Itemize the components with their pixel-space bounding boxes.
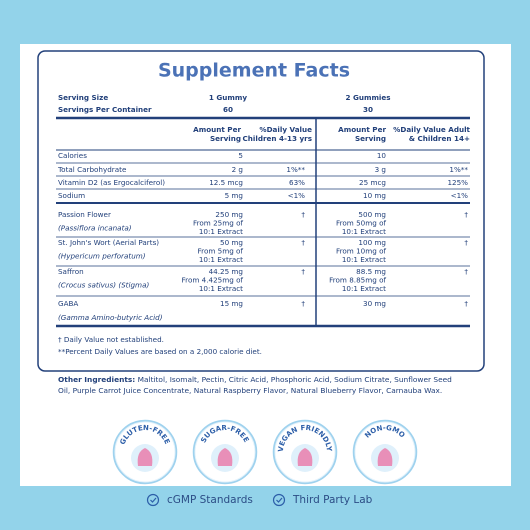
nutrient-name: Sodium <box>58 191 85 200</box>
amount: 500 mg <box>358 210 386 219</box>
amount: 25 mcg <box>359 178 386 187</box>
daily-value: 1%** <box>286 165 305 174</box>
column-header: Amount Per <box>338 125 386 134</box>
amount: 5 mg <box>225 191 243 200</box>
amount: From 5mg of <box>198 247 244 256</box>
amount: From 8.85mg of <box>329 276 386 285</box>
amount: 5 <box>238 151 243 160</box>
footnote: **Percent Daily Values are based on a 2,… <box>58 347 262 356</box>
daily-value: † <box>301 238 305 247</box>
check-icon <box>146 493 160 507</box>
check-mark <box>150 497 157 503</box>
daily-value: † <box>464 299 468 308</box>
ingredients: Other Ingredients: Maltitol, Isomalt, Pe… <box>58 375 452 384</box>
facts-box <box>37 50 485 372</box>
amount: 10:1 Extract <box>199 284 243 293</box>
daily-value: † <box>301 267 305 276</box>
badge-icon <box>377 448 393 466</box>
amount: 3 g <box>375 165 386 174</box>
badge-icon <box>217 448 233 466</box>
amount: 10:1 Extract <box>342 227 386 236</box>
amount: 10 <box>377 151 387 160</box>
amount: 50 mg <box>220 238 243 247</box>
column-header: Amount Per <box>193 125 241 134</box>
badge-icon <box>297 448 313 466</box>
daily-value: <1% <box>288 191 306 200</box>
amount: 88.5 mg <box>356 267 386 276</box>
column-header: Serving <box>210 134 241 143</box>
servings-1: 60 <box>223 105 233 114</box>
daily-value: † <box>464 238 468 247</box>
amount: 10 mg <box>363 191 386 200</box>
nutrient-name: St. John's Wort (Aerial Parts) <box>58 238 159 247</box>
serving-size-2: 2 Gummies <box>345 93 390 102</box>
badge-inner <box>194 421 256 483</box>
amount: 30 mg <box>363 299 386 308</box>
serving-size-1: 1 Gummy <box>209 93 247 102</box>
certification: Third Party Lab <box>292 494 373 506</box>
daily-value: † <box>301 299 305 308</box>
daily-value: † <box>301 210 305 219</box>
nutrient-name: (Gamma Amino-butyric Acid) <box>58 313 163 322</box>
amount: 2 g <box>232 165 243 174</box>
daily-value: † <box>464 267 468 276</box>
nutrient-name: Calories <box>58 151 87 160</box>
check-mark <box>276 497 283 503</box>
serving-size-label: Serving Size <box>58 93 108 102</box>
amount: 10:1 Extract <box>342 255 386 264</box>
nutrient-name: (Crocus sativus) (Stigma) <box>58 281 149 290</box>
amount: 10:1 Extract <box>342 284 386 293</box>
column-header: Serving <box>355 134 386 143</box>
column-header: Children 4-13 yrs <box>243 134 313 143</box>
badge-inner <box>114 421 176 483</box>
nutrient-name: (Passiflora incanata) <box>58 224 132 233</box>
check-icon <box>272 493 286 507</box>
badge-inner <box>274 421 336 483</box>
ingredients-label: Other Ingredients: <box>58 375 135 384</box>
nutrient-name: GABA <box>58 299 78 308</box>
daily-value: † <box>464 210 468 219</box>
badge-inner <box>354 421 416 483</box>
daily-value: 125% <box>447 178 468 187</box>
daily-value: 1%** <box>449 165 468 174</box>
amount: From 4.425mg of <box>182 276 244 285</box>
amount: 12.5 mcg <box>209 178 243 187</box>
title: Supplement Facts <box>158 60 350 82</box>
nutrient-name: (Hypericum perforatum) <box>58 252 146 261</box>
daily-value: 63% <box>289 178 305 187</box>
ingredients-text: Oil, Purple Carrot Juice Concentrate, Na… <box>58 386 442 395</box>
amount: 10:1 Extract <box>199 227 243 236</box>
daily-value: <1% <box>451 191 469 200</box>
certification: cGMP Standards <box>167 494 253 506</box>
column-header: %Daily Value <box>259 125 312 134</box>
amount: 100 mg <box>358 238 386 247</box>
column-header: %Daily Value Adult <box>393 125 470 134</box>
amount: From 50mg of <box>336 219 386 228</box>
nutrient-name: Saffron <box>58 267 84 276</box>
amount: 10:1 Extract <box>199 255 243 264</box>
footnote: † Daily Value not established. <box>58 335 164 344</box>
nutrient-name: Total Carbohydrate <box>57 165 127 174</box>
nutrient-name: Passion Flower <box>58 210 111 219</box>
amount: 250 mg <box>215 210 243 219</box>
nutrient-name: Vitamin D2 (as Ergocalciferol) <box>58 178 165 187</box>
column-header: & Children 14+ <box>409 134 470 143</box>
ingredients-text: Maltitol, Isomalt, Pectin, Citric Acid, … <box>135 375 452 384</box>
badge-icon <box>137 448 153 466</box>
amount: 44.25 mg <box>209 267 243 276</box>
amount: 15 mg <box>220 299 243 308</box>
servings-2: 30 <box>363 105 373 114</box>
servings-label: Servings Per Container <box>58 105 152 114</box>
amount: From 10mg of <box>336 247 386 256</box>
amount: From 25mg of <box>193 219 243 228</box>
